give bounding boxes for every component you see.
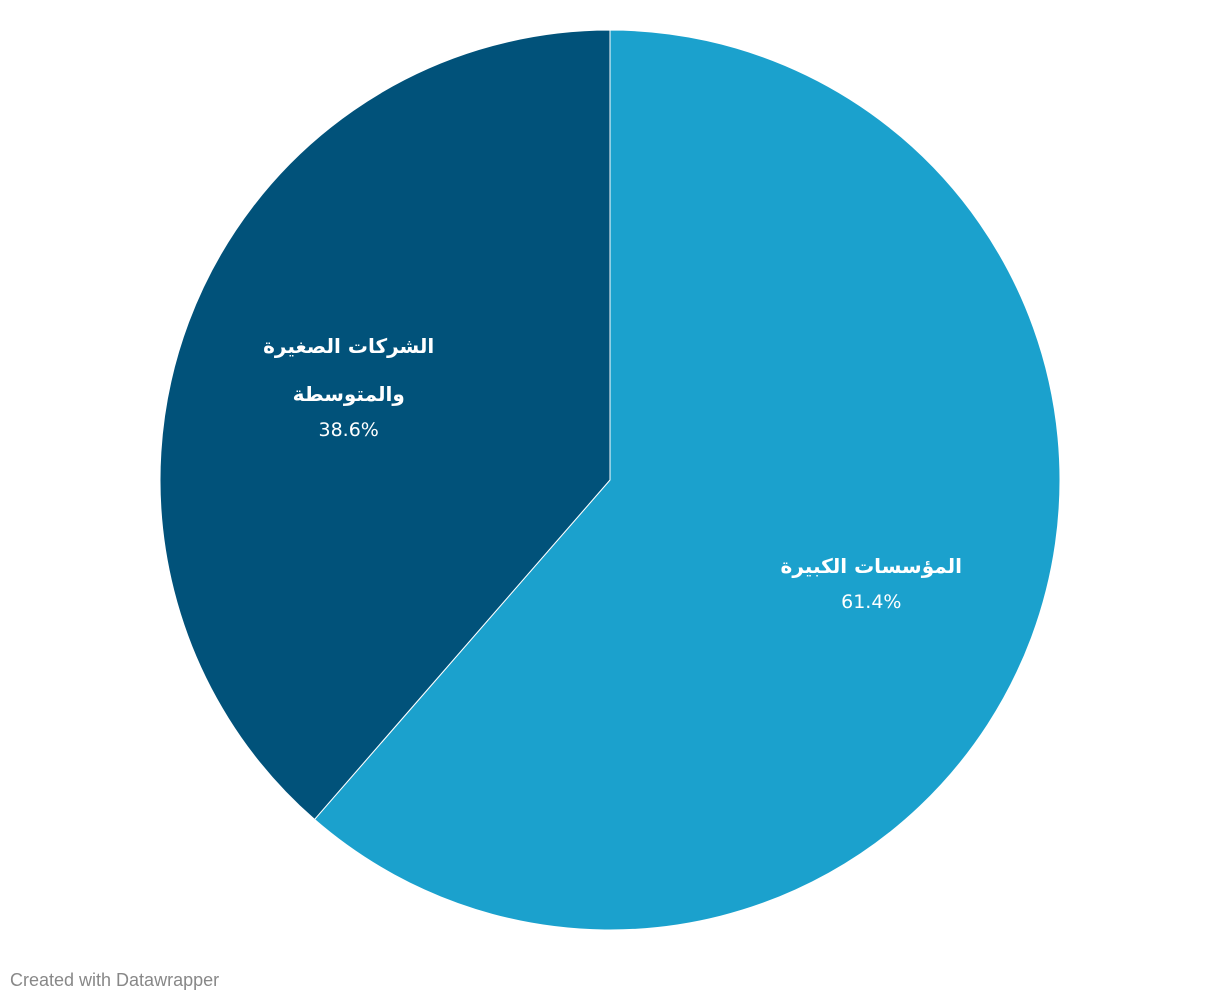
value-label: 61.4% xyxy=(841,590,902,613)
pie-slice xyxy=(313,29,1061,931)
slice-label: المؤسسات الكبيرة 61.4% xyxy=(771,542,971,614)
value-label: 38.6% xyxy=(318,419,379,442)
slice-label: الشركات الصغيرة والمتوسطة 38.6% xyxy=(249,322,449,442)
category-label: الشركات الصغيرة والمتوسطة xyxy=(263,334,435,407)
pie-slice xyxy=(159,29,611,821)
category-label: المؤسسات الكبيرة xyxy=(780,553,963,578)
credit: Created with Datawrapper xyxy=(10,970,220,990)
